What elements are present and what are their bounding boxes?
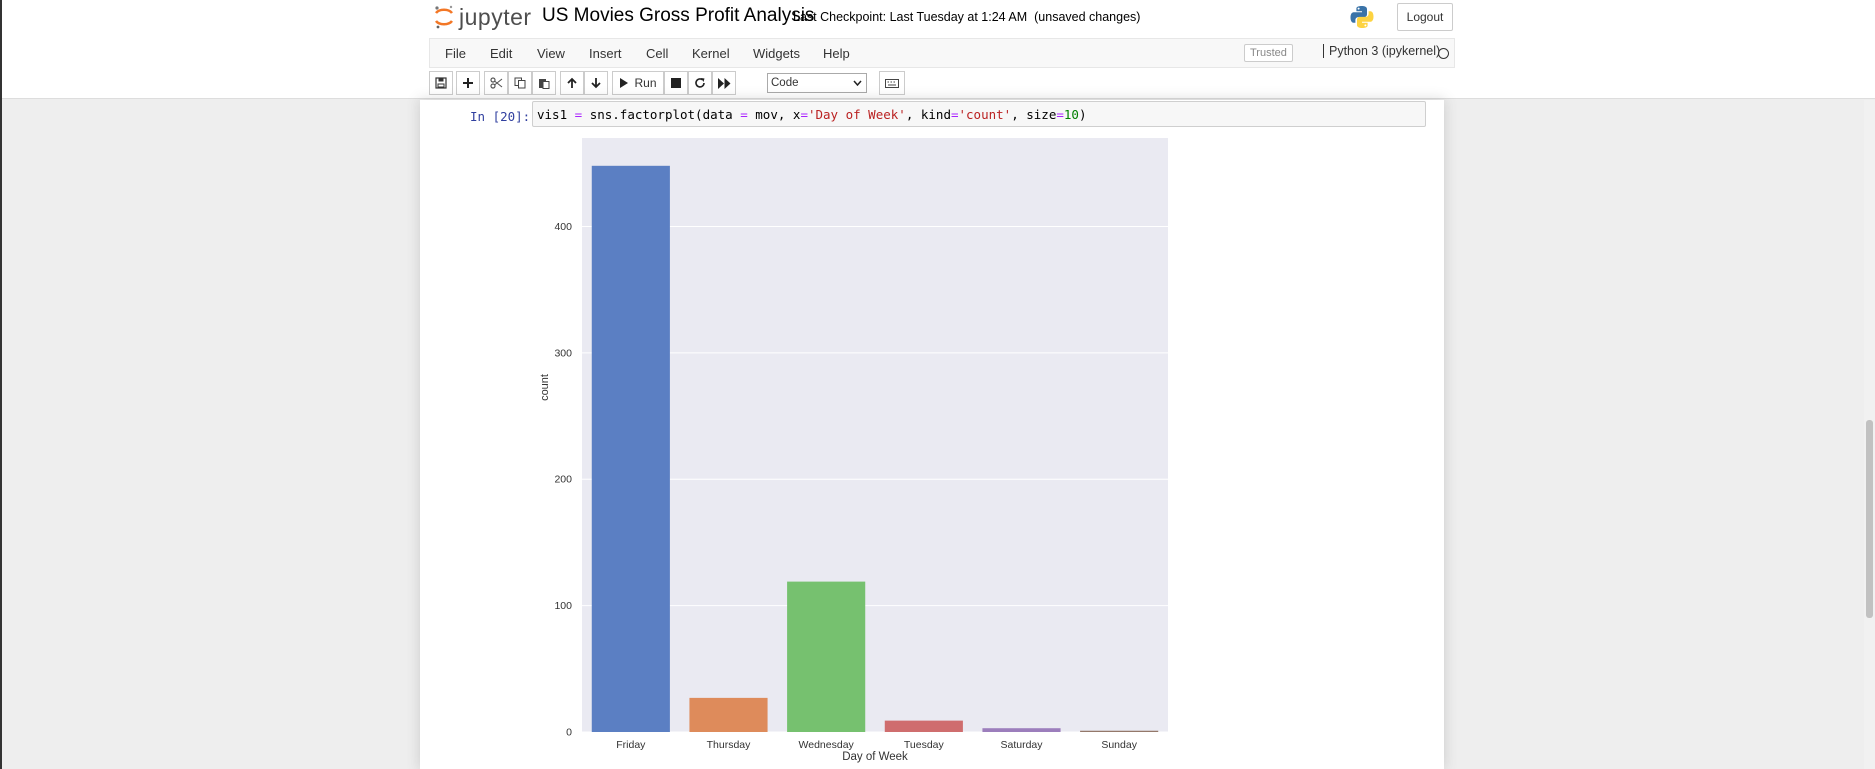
code-token: mov, x [747,107,801,122]
top-bar: jupyter US Movies Gross Profit Analysis … [429,0,1455,38]
copy-button[interactable] [508,71,532,95]
cell-type-value: Code [771,77,799,89]
cut-button[interactable] [484,71,508,95]
menu-help[interactable]: Help [823,46,850,61]
scrollbar-thumb[interactable] [1866,420,1873,618]
fast-forward-icon [717,77,730,89]
checkpoint-text: Last Checkpoint: Last Tuesday at 1:24 AM [793,10,1028,24]
move-up-button[interactable] [560,71,584,95]
code-token: vis1 [537,107,575,122]
menu-file[interactable]: File [445,46,466,61]
x-axis-label: Day of Week [842,751,908,763]
restart-run-all-button[interactable] [712,71,736,95]
cell-prompt: In [20]: [470,109,531,124]
window-edge [0,0,2,769]
run-button[interactable]: Run [612,71,664,95]
logout-button[interactable]: Logout [1397,3,1453,31]
stop-icon [671,78,681,88]
code-operator: = [574,107,583,122]
paste-button[interactable] [532,71,556,95]
restart-button[interactable] [688,71,712,95]
plus-icon [463,78,473,88]
code-token: , size [1011,107,1057,122]
x-tick-label: Saturday [1000,739,1043,751]
menu-bar: File Edit View Insert Cell Kernel Widget… [429,38,1455,68]
scissors-icon [489,77,502,89]
checkpoint-status: Last Checkpoint: Last Tuesday at 1:24 AM… [793,10,1140,24]
command-palette-button[interactable] [879,71,905,95]
cell-type-select[interactable]: Code [767,73,867,93]
python-logo-icon [1349,4,1375,35]
y-tick-label: 0 [566,727,572,739]
code-cell-input[interactable]: vis1 = sns.factorplot(data = mov, x='Day… [532,101,1426,127]
code-token: ) [1078,107,1087,122]
count-bar-chart: 0 100 200 300 400 Friday Thursday Wednesday Tues… [539,138,1168,763]
paste-icon [539,79,550,89]
code-number: 10 [1063,107,1079,122]
keyboard-icon [885,78,899,88]
save-button[interactable] [429,71,453,95]
notebook-header: jupyter US Movies Gross Profit Analysis … [2,0,1875,99]
toolbar: Run Code [429,70,1455,98]
bar-wednesday [787,581,866,732]
y-tick-label: 200 [554,474,572,486]
interrupt-button[interactable] [664,71,688,95]
x-tick-label: Sunday [1101,739,1137,751]
bar-friday [591,165,670,732]
unsaved-indicator: (unsaved changes) [1034,10,1141,24]
y-tick-label: 300 [554,347,572,359]
y-tick-label: 100 [554,600,572,612]
play-icon [620,78,629,88]
x-tick-label: Tuesday [904,739,945,751]
logo-text: jupyter [459,3,532,30]
menu-widgets[interactable]: Widgets [753,46,800,61]
copy-icon [514,77,526,89]
code-operator: = [800,107,808,122]
notebook-container: In [20]: vis1 = sns.factorplot(data = mo… [420,100,1444,769]
y-axis-label: count [539,374,551,401]
kernel-name[interactable]: Python 3 (ipykernel) [1323,44,1440,58]
code-operator: = [950,107,959,122]
bar-thursday [689,697,768,732]
y-tick-label: 400 [554,221,572,233]
arrow-up-icon [567,77,577,88]
bar-tuesday [884,720,963,732]
insert-cell-button[interactable] [456,71,480,95]
code-token: , kind [905,107,951,122]
notebook-title[interactable]: US Movies Gross Profit Analysis [542,5,815,26]
x-tick-label: Friday [616,739,646,751]
restart-icon [695,78,705,88]
run-label: Run [634,76,657,90]
code-operator: = [1056,107,1064,122]
move-down-button[interactable] [584,71,608,95]
jupyter-logo-icon [434,5,454,29]
code-token: sns.factorplot(data [582,107,741,122]
x-tick-label: Wednesday [799,739,855,751]
menu-edit[interactable]: Edit [490,46,513,61]
vertical-scrollbar[interactable] [1864,100,1875,769]
plot-area [582,138,1168,732]
code-string: 'count' [958,107,1012,122]
code-operator: = [740,107,748,122]
menu-view[interactable]: View [537,46,565,61]
kernel-idle-icon [1438,48,1449,59]
menu-cell[interactable]: Cell [646,46,669,61]
jupyter-logo[interactable]: jupyter [433,4,532,30]
trusted-indicator[interactable]: Trusted [1244,44,1293,62]
code-string: 'Day of Week' [807,107,906,122]
bar-sunday [1080,730,1159,732]
arrow-down-icon [591,78,601,89]
chevron-down-icon [853,80,862,86]
menu-kernel[interactable]: Kernel [692,46,730,61]
x-tick-label: Thursday [707,739,752,751]
bar-saturday [982,728,1061,732]
save-icon [435,77,447,89]
menu-insert[interactable]: Insert [589,46,622,61]
